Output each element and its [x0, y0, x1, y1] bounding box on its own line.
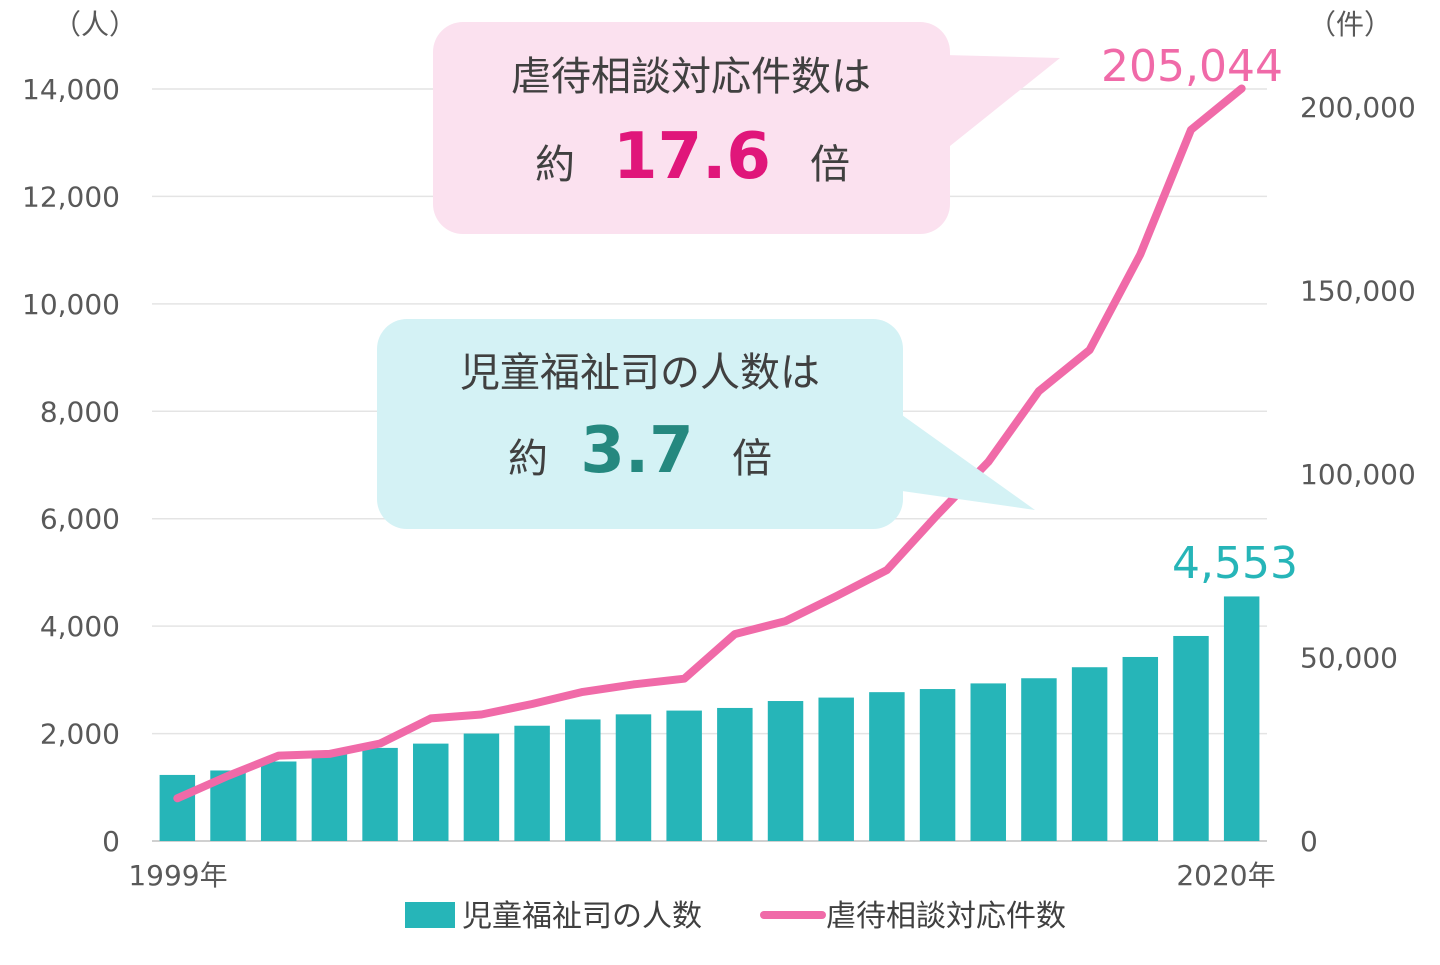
callout-cases-suffix: 倍: [810, 142, 850, 188]
right-tick-label: 100,000: [1300, 458, 1416, 491]
bar: [869, 692, 905, 841]
right-tick-label: 150,000: [1300, 275, 1416, 308]
legend-bar-swatch: [405, 902, 455, 928]
line-series: [173, 84, 1246, 803]
bar: [1223, 596, 1260, 841]
right-tick-label: 50,000: [1300, 642, 1398, 675]
callout-staff-box: [377, 319, 903, 529]
legend-bar-label: 児童福祉司の人数: [462, 899, 702, 934]
bar: [260, 761, 297, 841]
x-tick-last: 2020年: [1176, 859, 1275, 892]
left-tick-label: 8,000: [40, 395, 120, 428]
bar: [919, 689, 956, 841]
bar: [565, 719, 601, 841]
bar: [970, 683, 1006, 841]
right-tick-label: 200,000: [1300, 91, 1416, 124]
left-tick-label: 4,000: [40, 610, 120, 643]
callout-staff-prefix: 約: [508, 436, 548, 482]
callout-cases-box: [433, 22, 950, 234]
callout-cases-pointer: [945, 55, 1060, 150]
bar: [717, 707, 753, 841]
bar: [311, 753, 348, 841]
bar: [362, 747, 398, 841]
left-tick-label: 10,000: [22, 288, 120, 321]
bar: [1173, 635, 1209, 841]
callout-staff-multiplier: 3.7: [580, 414, 693, 488]
line-end-value-label: 205,044: [1101, 41, 1283, 92]
bar-end-value-label: 4,553: [1172, 538, 1298, 589]
x-tick-first: 1999年: [128, 859, 227, 892]
bar: [1071, 667, 1108, 841]
left-tick-label: 6,000: [40, 503, 120, 536]
bar: [514, 725, 550, 841]
right-axis-unit: （件）: [1308, 8, 1392, 41]
bar: [413, 743, 449, 841]
callout-cases-multiplier: 17.6: [613, 120, 771, 194]
left-tick-label: 2,000: [40, 718, 120, 751]
callout-staff-pointer: [895, 410, 1035, 510]
callout-cases: 虐待相談対応件数は 約 17.6 倍: [433, 22, 1060, 234]
bar: [818, 697, 854, 841]
bar: [666, 710, 702, 841]
callout-staff-suffix: 倍: [732, 436, 772, 482]
bar: [1122, 656, 1159, 841]
callout-cases-prefix: 約: [535, 142, 575, 188]
callout-staff-line1: 児童福祉司の人数は: [460, 350, 820, 396]
legend: 児童福祉司の人数 虐待相談対応件数: [405, 899, 1066, 934]
legend-line-label: 虐待相談対応件数: [826, 899, 1066, 934]
left-tick-label: 14,000: [22, 73, 120, 106]
left-axis-unit: （人）: [53, 8, 137, 41]
bar: [767, 701, 804, 841]
left-tick-label: 12,000: [22, 180, 120, 213]
right-tick-label: 0: [1300, 825, 1318, 858]
left-tick-label: 0: [102, 825, 120, 858]
left-axis-ticks: 0 2,000 4,000 6,000 8,000 10,000 12,000 14,000: [22, 73, 120, 858]
callout-staff: 児童福祉司の人数は 約 3.7 倍: [377, 319, 1035, 529]
bar: [159, 774, 196, 841]
bar-series: [159, 596, 1260, 841]
bar: [615, 714, 652, 841]
right-axis-ticks: 0 50,000 100,000 150,000 200,000: [1300, 91, 1416, 858]
bar: [1021, 678, 1057, 841]
line-path: [173, 84, 1246, 803]
callout-cases-line1: 虐待相談対応件数は: [511, 54, 871, 100]
bar: [463, 733, 500, 841]
